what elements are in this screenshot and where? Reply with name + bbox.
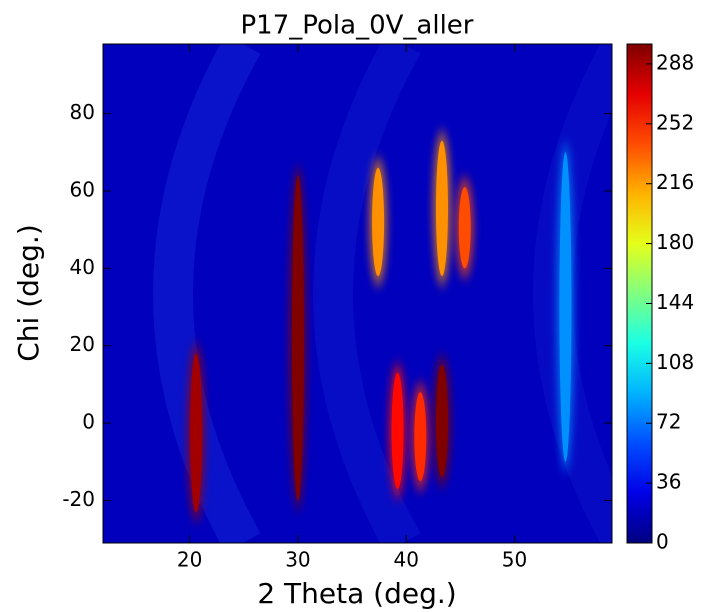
streak (435, 140, 448, 277)
streak (458, 187, 471, 269)
streak (291, 175, 304, 501)
streak (414, 392, 427, 482)
colorbar-tick-label: 144 (656, 290, 694, 314)
colorbar-tick-label: 0 (656, 530, 669, 554)
x-tick-label: 50 (502, 548, 527, 572)
y-tick-label: 40 (70, 255, 95, 279)
x-tick-label: 30 (285, 548, 310, 572)
plot-frame (102, 43, 613, 544)
detector-arc (153, 44, 261, 543)
chart-title: P17_Pola_0V_aller (241, 11, 474, 41)
x-tick-label: 20 (177, 548, 202, 572)
streak (435, 365, 448, 478)
colorbar-tick-label: 288 (656, 50, 694, 74)
streak (391, 372, 404, 489)
colorbar-tick-label: 180 (656, 230, 694, 254)
y-tick-label: 0 (82, 410, 95, 434)
detector-arc (533, 44, 612, 543)
colorbar-tick-label: 216 (656, 170, 694, 194)
y-tick-label: -20 (62, 487, 95, 511)
streak (559, 152, 572, 462)
x-axis-label: 2 Theta (deg.) (257, 577, 456, 610)
y-tick-label: 60 (70, 177, 95, 201)
y-tick-label: 20 (70, 332, 95, 356)
colorbar-tick-label: 72 (656, 410, 681, 434)
streak (190, 353, 203, 513)
y-tick-label: 80 (70, 100, 95, 124)
colorbar-tick-label: 108 (656, 350, 694, 374)
detector-arc (313, 44, 421, 543)
y-axis-label: Chi (deg.) (12, 224, 45, 362)
colorbar-tick-label: 36 (656, 470, 681, 494)
plot-area (103, 44, 612, 543)
streak (372, 167, 385, 277)
colorbar-tick-label: 252 (656, 110, 694, 134)
colorbar (626, 43, 653, 544)
x-tick-label: 40 (394, 548, 419, 572)
